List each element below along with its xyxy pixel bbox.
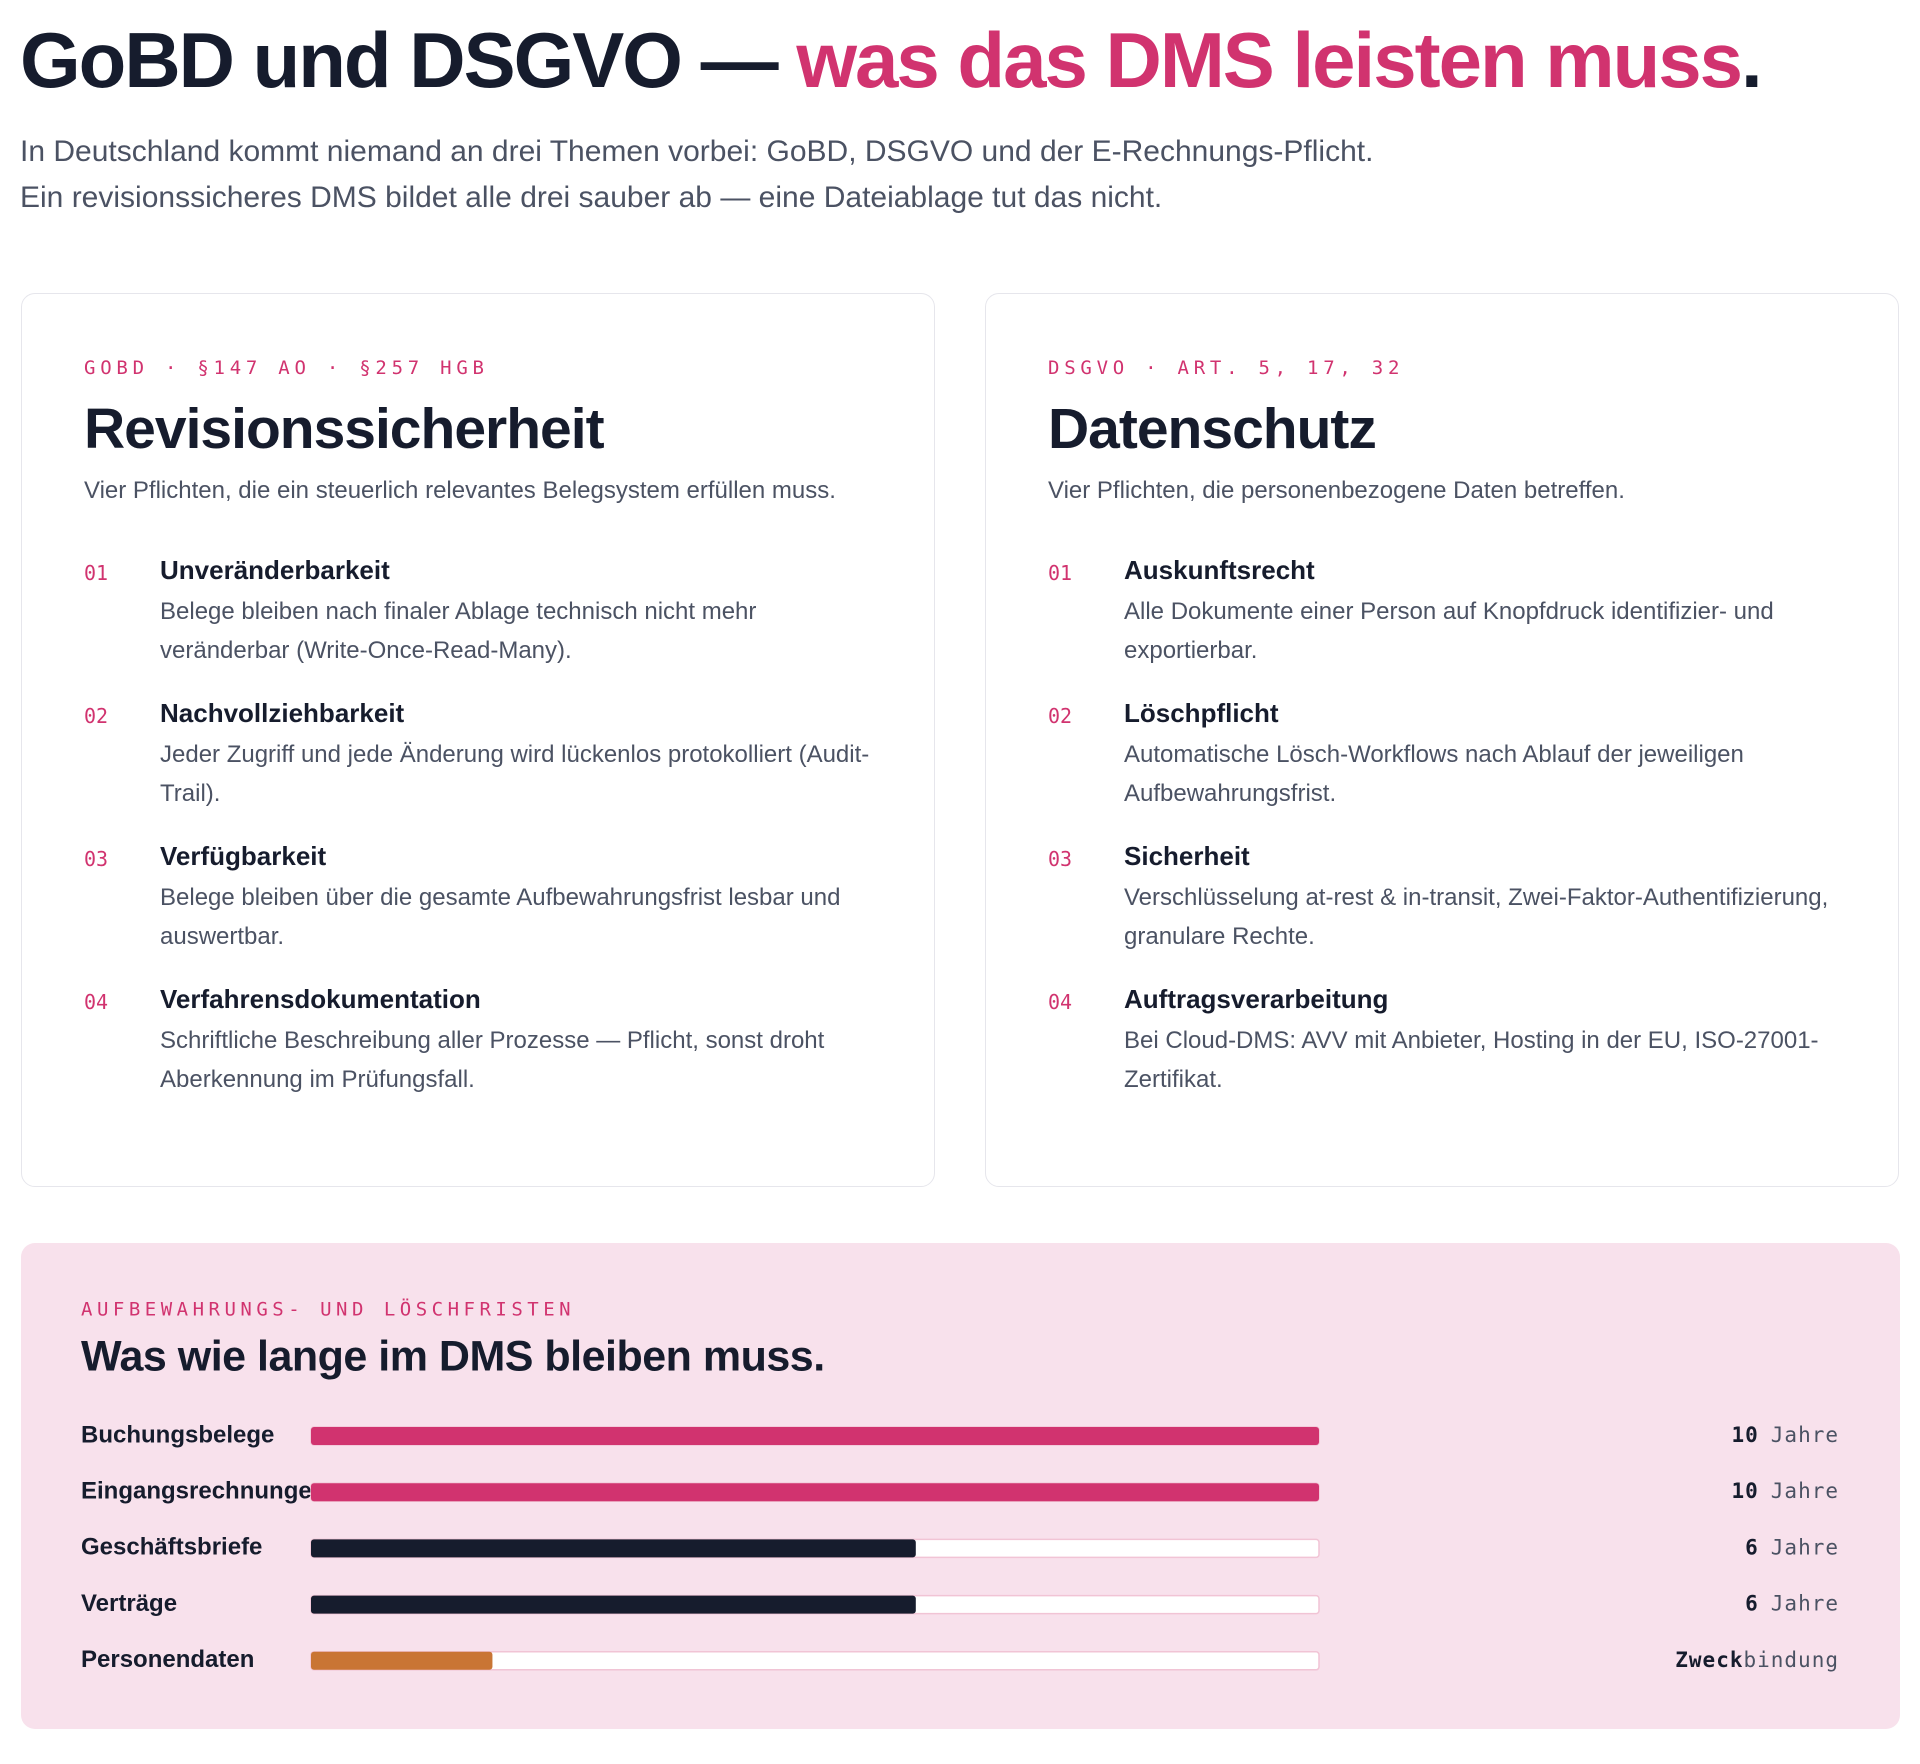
item-body: Sicherheit Verschlüsselung at-rest & in-t… <box>1124 839 1836 956</box>
item: 04 Auftragsverarbeitung Bei Cloud-DMS: AVV… <box>1048 982 1836 1099</box>
item: 01 Unveränderbarkeit Belege bleiben nach f… <box>84 553 872 670</box>
item-body: Nachvollziehbarkeit Jeder Zugriff und jed… <box>160 696 872 813</box>
item-text: Bei Cloud-DMS: AVV mit Anbieter, Hosting… <box>1124 1027 1819 1093</box>
item-text: Schriftliche Beschreibung aller Prozesse… <box>160 1027 825 1093</box>
item-body: Löschpflicht Automatische Lösch-Workflows… <box>1124 696 1836 813</box>
value-label: 10 Jahre <box>1731 1479 1839 1503</box>
item-number: 01 <box>1048 561 1073 585</box>
card-title: Datenschutz <box>1048 397 1377 461</box>
item: 03 Verfügbarkeit Belege bleiben über die g… <box>84 839 872 956</box>
bar <box>311 1539 916 1558</box>
item-number: 03 <box>84 847 109 871</box>
item-title: Unveränderbarkeit <box>160 555 390 585</box>
item-body: Auskunftsrecht Alle Dokumente einer Perso… <box>1124 553 1836 670</box>
value-label-unit: Jahre <box>1771 1592 1839 1616</box>
retention-chart: AUFBEWAHRUNGS- UND LÖSCHFRISTEN Was wie … <box>21 1243 1900 1729</box>
item-text: Alle Dokumente einer Person auf Knopfdru… <box>1124 598 1774 664</box>
value-label: 6 Jahre <box>1745 1592 1839 1616</box>
item-title: Verfahrensdokumentation <box>160 984 481 1014</box>
value-label: 6 Jahre <box>1745 1535 1839 1559</box>
card-eyebrow: DSGVO · ART. 5, 17, 32 <box>1048 357 1405 379</box>
title-accent: was das DMS leisten muss <box>796 16 1743 104</box>
bar <box>311 1651 493 1670</box>
item-title: Sicherheit <box>1124 841 1250 871</box>
item-number: 03 <box>1048 847 1073 871</box>
item-title: Verfügbarkeit <box>160 841 327 871</box>
value-label-unit: Jahre <box>1771 1535 1839 1559</box>
item-text: Jeder Zugriff und jede Änderung wird lüc… <box>160 741 870 807</box>
item-number: 01 <box>84 561 109 585</box>
value-label-strong: 10 <box>1731 1479 1758 1503</box>
title-end: . <box>1741 16 1763 104</box>
item: 01 Auskunftsrecht Alle Dokumente einer Per… <box>1048 553 1836 670</box>
item: 02 Nachvollziehbarkeit Jeder Zugriff und j… <box>84 696 872 813</box>
item-number: 04 <box>1048 990 1073 1014</box>
value-label-strong: Zweck <box>1675 1648 1743 1672</box>
item-body: Unveränderbarkeit Belege bleiben nach fin… <box>160 553 872 670</box>
item-number: 04 <box>84 990 109 1014</box>
intro-line: In Deutschland kommt niemand an drei The… <box>20 135 1374 168</box>
page-title: GoBD und DSGVO — was das DMS leisten mus… <box>20 14 1763 106</box>
item-body: Auftragsverarbeitung Bei Cloud-DMS: AVV m… <box>1124 982 1836 1099</box>
item: 03 Sicherheit Verschlüsselung at-rest & in… <box>1048 839 1836 956</box>
items: 01 Auskunftsrecht Alle Dokumente einer Per… <box>1048 553 1836 1099</box>
intro-line: Ein revisionssicheres DMS bildet alle dr… <box>20 181 1163 214</box>
value-label: 10 Jahre <box>1731 1423 1839 1447</box>
chart-eyebrow: AUFBEWAHRUNGS- UND LÖSCHFRISTEN <box>81 1298 575 1321</box>
chart-title: Was wie lange im DMS bleiben muss. <box>81 1332 825 1380</box>
card: DSGVO · ART. 5, 17, 32 Datenschutz Vier Pf… <box>985 293 1899 1187</box>
intro: In Deutschland kommt niemand an drei The… <box>20 129 1373 221</box>
item-text: Belege bleiben nach finaler Ablage techn… <box>160 598 757 664</box>
item-text: Verschlüsselung at-rest & in-transit, Zw… <box>1124 884 1829 950</box>
value-label-strong: 10 <box>1731 1423 1758 1447</box>
value-label-unit: Jahre <box>1771 1423 1839 1447</box>
item: 02 Löschpflicht Automatische Lösch-Workflo… <box>1048 696 1836 813</box>
value-label-strong: 6 <box>1745 1592 1759 1616</box>
card: GOBD · §147 AO · §257 HGB Revisionssicher… <box>21 293 935 1187</box>
bar <box>311 1483 1319 1502</box>
card-lead: Vier Pflichten, die personenbezogene Dat… <box>1048 477 1625 504</box>
item-title: Auftragsverarbeitung <box>1124 984 1389 1014</box>
item: 04 Verfahrensdokumentation Schriftliche Be… <box>84 982 872 1099</box>
bar <box>311 1427 1319 1445</box>
value-label: Zweckbindung <box>1675 1648 1839 1672</box>
item-title: Löschpflicht <box>1124 698 1279 728</box>
item-body: Verfahrensdokumentation Schriftliche Besc… <box>160 982 872 1099</box>
title-main: GoBD und DSGVO — <box>20 16 779 104</box>
bar <box>311 1595 916 1614</box>
category-label: Geschäftsbriefe <box>81 1534 262 1561</box>
item-title: Nachvollziehbarkeit <box>160 698 405 728</box>
card-title: Revisionssicherheit <box>84 397 605 461</box>
category-label: Personendaten <box>81 1646 254 1673</box>
item-text: Belege bleiben über die gesamte Aufbewah… <box>160 884 841 950</box>
value-label-unit: bindung <box>1743 1648 1839 1672</box>
category-label: Verträge <box>81 1590 177 1617</box>
item-number: 02 <box>1048 704 1073 728</box>
card-lead: Vier Pflichten, die ein steuerlich relev… <box>84 477 836 504</box>
item-title: Auskunftsrecht <box>1124 555 1315 585</box>
item-body: Verfügbarkeit Belege bleiben über die ges… <box>160 839 872 956</box>
value-label-strong: 6 <box>1745 1535 1759 1559</box>
card-eyebrow: GOBD · §147 AO · §257 HGB <box>84 357 489 379</box>
item-text: Automatische Lösch-Workflows nach Ablauf… <box>1124 741 1744 807</box>
item-number: 02 <box>84 704 109 728</box>
value-label-unit: Jahre <box>1771 1479 1839 1503</box>
category-label: Eingangsrechnungen <box>81 1478 326 1505</box>
items: 01 Unveränderbarkeit Belege bleiben nach f… <box>84 553 872 1099</box>
category-label: Buchungsbelege <box>81 1421 274 1448</box>
